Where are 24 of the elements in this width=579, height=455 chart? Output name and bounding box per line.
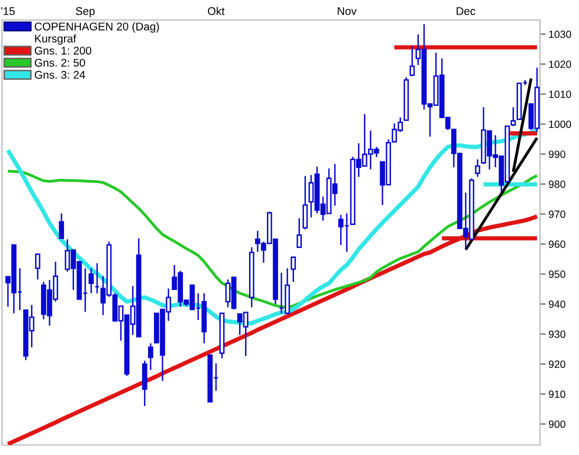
y-tick-label: 920: [548, 360, 566, 368]
y-tick-label: 1020: [549, 60, 572, 68]
y-tick-label: 1010: [549, 90, 572, 98]
y-tick-label: 1000: [549, 120, 572, 128]
legend-label: Gns. 1: 200: [34, 46, 92, 55]
y-tick-label: 970: [548, 210, 566, 218]
legend-label: Gns. 3: 24: [34, 70, 86, 79]
legend-label: Gns. 2: 50: [34, 58, 86, 67]
y-tick-label: 990: [548, 150, 566, 158]
y-tick-label: 1030: [549, 30, 572, 38]
y-tick-label: 940: [548, 300, 566, 308]
x-tick-label: Okt: [208, 6, 225, 16]
x-tick-label: Sep: [76, 7, 95, 18]
y-tick-label: 900: [548, 420, 566, 428]
legend-label: COPENHAGEN 20 (Dag): [34, 22, 159, 33]
y-tick-label: 960: [548, 240, 566, 248]
y-tick-label: 950: [548, 270, 566, 278]
y-tick-label: 930: [548, 330, 566, 338]
legend-title: Kursgraf: [35, 34, 76, 45]
x-tick-label: Dec: [456, 7, 476, 16]
x-tick-label: '15: [1, 7, 15, 16]
y-tick-label: 980: [548, 180, 566, 188]
y-tick-label: 910: [548, 390, 566, 398]
x-tick-label: Nov: [338, 7, 357, 16]
